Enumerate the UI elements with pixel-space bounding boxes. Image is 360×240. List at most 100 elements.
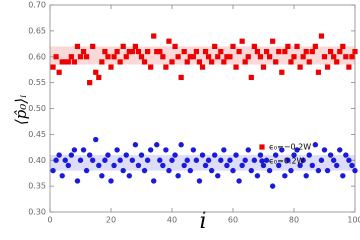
point [288, 59, 294, 65]
point [318, 157, 325, 163]
point [334, 59, 340, 65]
point [114, 48, 120, 55]
point [227, 157, 233, 163]
point [321, 147, 328, 153]
point [352, 167, 358, 174]
point [212, 43, 218, 49]
point [306, 59, 312, 65]
point [163, 147, 169, 153]
point [154, 142, 160, 148]
point [138, 152, 145, 158]
point [315, 69, 321, 75]
point [260, 162, 267, 169]
y-tick-label: 0.45 [28, 130, 46, 139]
point [123, 54, 129, 60]
point [221, 147, 227, 153]
point [309, 48, 315, 55]
point [157, 157, 163, 163]
point [147, 147, 154, 153]
point [62, 157, 68, 163]
point [71, 59, 77, 65]
x-tick-label: 20 [106, 216, 116, 225]
point [99, 59, 105, 65]
point [50, 167, 56, 174]
point [68, 152, 75, 158]
point [285, 157, 291, 163]
point [245, 54, 251, 60]
point [352, 48, 358, 55]
point [193, 157, 200, 163]
point [340, 173, 346, 179]
point [190, 54, 196, 60]
point [160, 54, 166, 60]
point [248, 167, 254, 174]
x-tick-label: 40 [167, 216, 177, 225]
point [263, 48, 270, 55]
point [154, 48, 160, 55]
point [270, 38, 276, 44]
chart: i ⟨p̂₀⟩ᵢ 0.30 0.35 0.40 0.45 0.50 0.55 0.60 0.6… [12, 1, 360, 233]
y-tick-label: 0.65 [28, 26, 46, 35]
point [230, 43, 236, 49]
point [312, 142, 319, 148]
point [117, 157, 123, 163]
point [257, 54, 264, 60]
point [132, 43, 138, 49]
point [84, 54, 90, 60]
legend-label: ϵ₀=−0.2W [269, 143, 311, 152]
point [53, 157, 59, 163]
point [254, 173, 261, 179]
point [239, 162, 245, 169]
point [248, 74, 254, 81]
point [102, 157, 108, 163]
point [273, 152, 279, 158]
point [215, 173, 221, 179]
point [208, 167, 215, 174]
y-tick-label: 0.30 [28, 208, 46, 217]
point [324, 167, 331, 174]
point [120, 167, 126, 174]
point [346, 157, 352, 163]
point [132, 142, 139, 148]
point [349, 54, 355, 60]
point [184, 157, 190, 163]
point [294, 147, 300, 153]
point [297, 64, 303, 70]
point [279, 69, 285, 75]
point [260, 64, 267, 70]
y-tick-label: 0.60 [28, 52, 46, 61]
point [315, 167, 322, 174]
point [93, 136, 99, 143]
point [202, 162, 209, 169]
point [59, 173, 65, 179]
point [276, 48, 282, 55]
point [334, 162, 340, 169]
point [267, 54, 273, 60]
point [273, 59, 279, 65]
point [227, 54, 233, 60]
point [190, 147, 197, 153]
point [221, 59, 227, 65]
point [53, 54, 59, 60]
point [163, 64, 169, 70]
point [178, 74, 184, 81]
point [71, 147, 78, 153]
point [218, 48, 224, 55]
point [157, 48, 163, 55]
point [309, 162, 315, 169]
point [187, 54, 193, 60]
point [312, 43, 318, 49]
point [233, 152, 239, 158]
point [196, 178, 203, 184]
point [126, 48, 132, 55]
point [212, 152, 218, 158]
point [224, 162, 230, 169]
point [111, 54, 117, 60]
y-axis-title: ⟨p̂₀⟩ᵢ [12, 95, 30, 125]
x-tick-label: 100 [347, 216, 360, 225]
point [90, 157, 96, 163]
point [297, 162, 303, 169]
point [83, 167, 90, 174]
y-tick-label: 0.55 [28, 78, 46, 87]
point [59, 59, 65, 65]
